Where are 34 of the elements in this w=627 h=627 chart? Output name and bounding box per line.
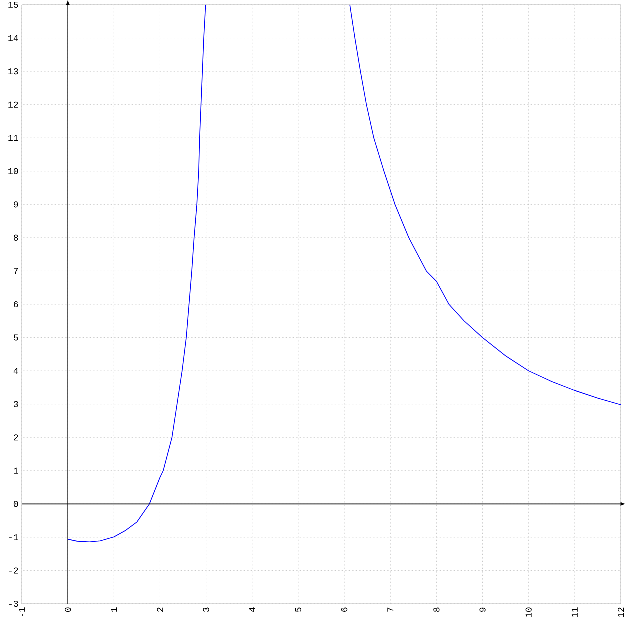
line-series [350,4,622,406]
x-tick-label: 9 [480,608,486,612]
y-tick-label: 5 [14,334,18,341]
y-tick-label: 12 [8,102,18,108]
y-tick-label: 8 [14,234,18,241]
x-tick-label: 5 [295,608,302,612]
x-tick-label: 1 [111,608,118,612]
y-tick-label: -2 [9,568,18,574]
y-tick-label: -1 [9,534,18,540]
y-tick-label: 7 [14,268,18,274]
y-tick-label: 13 [8,68,18,75]
y-tick-label: 15 [8,2,18,8]
x-tick-label: 2 [157,608,164,612]
y-tick-label: 4 [14,368,18,374]
y-tick-label: 11 [8,135,18,142]
x-tick-label: 10 [526,608,532,618]
y-tick-label: -3 [9,600,18,608]
y-tick-label: 14 [8,35,18,42]
y-tick-label: 0 [14,501,18,508]
y-tick-label: 6 [14,301,18,308]
x-tick-label: 0 [65,608,72,612]
y-tick-label: 3 [14,401,18,408]
y-tick-label: 9 [14,202,18,208]
x-tick-label: 4 [249,608,256,612]
y-tick-label: 1 [14,468,18,474]
x-tick-label: 11 [572,608,578,618]
y-tick-label: 2 [14,434,18,441]
line-series [68,4,206,542]
x-tick-label: 7 [388,608,394,612]
x-tick-label: 6 [341,608,348,612]
x-tick-label: 3 [203,608,210,612]
x-tick-label: 8 [434,608,440,612]
x-tick-label: 12 [618,608,624,618]
y-tick-label: 10 [8,168,18,174]
